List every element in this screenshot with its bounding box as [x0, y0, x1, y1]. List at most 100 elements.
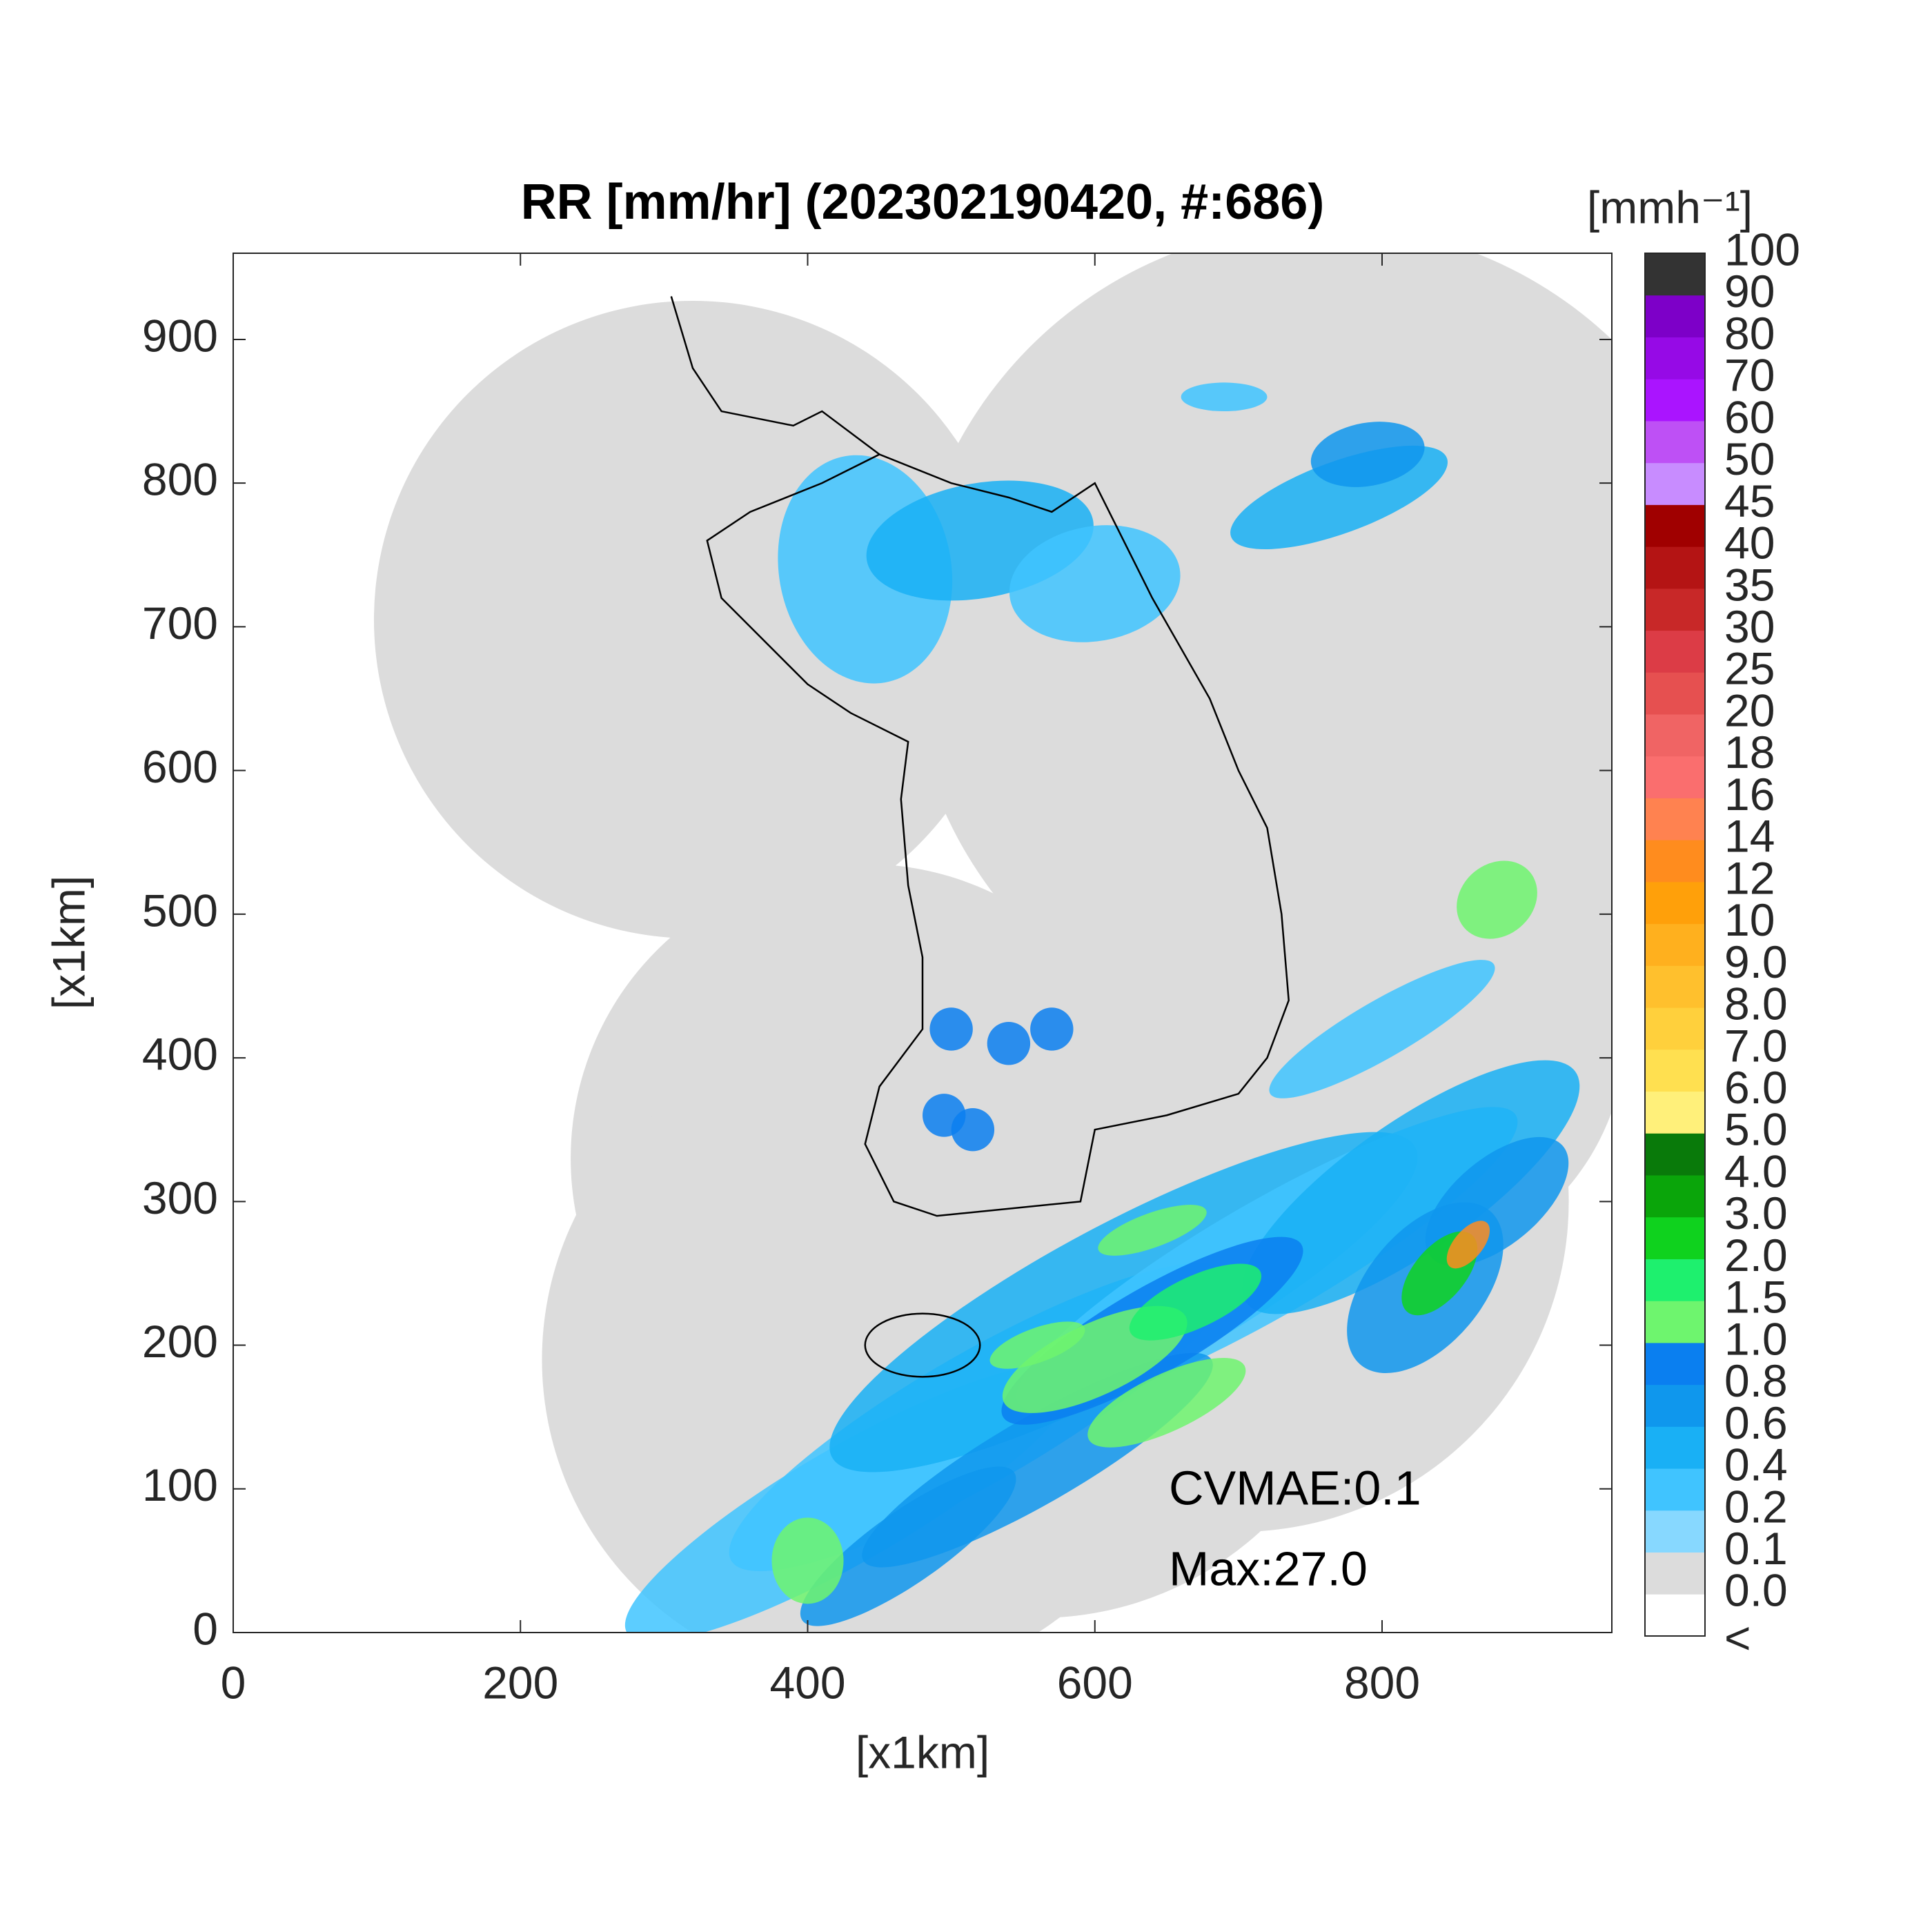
axes-box [233, 253, 1613, 1633]
colorbar-tick-label: 10 [1724, 894, 1775, 945]
y-tick-label: 600 [142, 741, 218, 792]
colorbar: <0.00.10.20.40.60.81.01.52.03.04.05.06.0… [1644, 224, 1800, 1663]
x-tick-label: 600 [1057, 1657, 1133, 1708]
x-tick-label: 800 [1344, 1657, 1420, 1708]
colorbar-tick-label: 0.4 [1724, 1439, 1788, 1490]
colorbar-tick-label: 1.0 [1724, 1313, 1788, 1364]
colorbar-swatch [1645, 1133, 1705, 1176]
colorbar-tick-label: 20 [1724, 684, 1775, 736]
colorbar-tick-label: 80 [1724, 308, 1775, 359]
colorbar-tick-label: 4.0 [1724, 1145, 1788, 1196]
radar-echo [1129, 1263, 1262, 1341]
colorbar-swatch [1645, 1594, 1705, 1637]
colorbar-tick-label: 1.5 [1724, 1272, 1788, 1323]
colorbar-swatch [1645, 462, 1705, 505]
colorbar-swatch [1645, 1301, 1705, 1343]
colorbar-tick-label: 90 [1724, 266, 1775, 317]
colorbar-tick-label: 3.0 [1724, 1187, 1788, 1239]
colorbar-swatch [1645, 881, 1705, 925]
colorbar-tick-label: 0.6 [1724, 1397, 1788, 1448]
radar-echo [1269, 960, 1495, 1098]
colorbar-tick-label: 8.0 [1724, 978, 1788, 1029]
colorbar-swatch [1645, 1007, 1705, 1050]
y-tick-label: 900 [142, 310, 218, 361]
y-tick-label: 200 [142, 1316, 218, 1367]
colorbar-tick-label: 100 [1724, 224, 1800, 275]
annotation: CVMAE:0.1 [1169, 1461, 1421, 1515]
colorbar-tick-label: 7.0 [1724, 1020, 1788, 1071]
y-axis-label: [x1km] [43, 876, 94, 1009]
colorbar-swatch [1645, 420, 1705, 464]
x-tick-label: 0 [221, 1657, 246, 1708]
colorbar-swatch [1645, 379, 1705, 422]
radar-echo [771, 1517, 844, 1604]
colorbar-tick-label: 30 [1724, 601, 1775, 652]
colorbar-tick-label: 12 [1724, 852, 1775, 903]
colorbar-swatch [1645, 588, 1705, 631]
colorbar-tick-label: 0.8 [1724, 1355, 1788, 1406]
radar-echo [989, 1321, 1085, 1369]
colorbar-swatch [1645, 1552, 1705, 1595]
colorbar-tick-label: 70 [1724, 350, 1775, 401]
y-tick-label: 400 [142, 1029, 218, 1080]
colorbar-swatch [1645, 337, 1705, 379]
chart-title: RR [mm/hr] (202302190420, #:686) [521, 175, 1325, 230]
colorbar-swatch [1645, 1259, 1705, 1301]
radar-echo [1457, 860, 1537, 939]
radar-echo [1030, 1007, 1074, 1051]
colorbar-tick-label: 18 [1724, 727, 1775, 778]
colorbar-swatch [1645, 840, 1705, 883]
radar-echo [1009, 525, 1181, 642]
colorbar-swatch [1645, 295, 1705, 337]
colorbar-swatch [1645, 1468, 1705, 1511]
colorbar-tick-label: 35 [1724, 559, 1775, 610]
radar-echo [1087, 1357, 1246, 1448]
colorbar-swatch [1645, 798, 1705, 840]
colorbar-tick-label: 9.0 [1724, 936, 1788, 987]
colorbar-swatch [1645, 1384, 1705, 1427]
colorbar-swatch [1645, 1510, 1705, 1553]
colorbar-under-label: < [1724, 1612, 1751, 1663]
radar-echo [1446, 1221, 1490, 1269]
y-tick-label: 100 [142, 1459, 218, 1510]
colorbar-tick-label: 50 [1724, 433, 1775, 484]
radar-echo [929, 1007, 973, 1051]
colorbar-swatch [1645, 1049, 1705, 1092]
colorbar-tick-label: 45 [1724, 475, 1775, 526]
colorbar-swatch [1645, 923, 1705, 966]
radar-echo [1241, 1060, 1580, 1314]
radar-echo [951, 1107, 995, 1152]
radar-echo [1098, 1205, 1207, 1256]
colorbar-frame [1644, 253, 1706, 1637]
colorbar-tick-label: 6.0 [1724, 1062, 1788, 1113]
colorbar-tick-label: 0.0 [1724, 1565, 1788, 1616]
colorbar-swatch [1645, 714, 1705, 757]
y-tick-label: 500 [142, 885, 218, 936]
colorbar-swatch [1645, 965, 1705, 1008]
colorbar-swatch [1645, 1342, 1705, 1386]
y-tick-label: 700 [142, 598, 218, 649]
colorbar-swatch [1645, 672, 1705, 715]
colorbar-tick-label: 25 [1724, 643, 1775, 694]
annotation: Max:27.0 [1169, 1541, 1368, 1595]
colorbar-tick-label: 0.1 [1724, 1523, 1788, 1574]
colorbar-swatch [1645, 756, 1705, 798]
island-outline [864, 1312, 981, 1378]
y-tick-label: 800 [142, 454, 218, 505]
colorbar-tick-label: 2.0 [1724, 1230, 1788, 1281]
colorbar-swatch [1645, 1091, 1705, 1134]
colorbar-swatch [1645, 546, 1705, 589]
colorbar-swatch [1645, 1426, 1705, 1469]
radar-echo [987, 1022, 1031, 1065]
y-tick-label: 300 [142, 1172, 218, 1223]
colorbar-swatch [1645, 1175, 1705, 1218]
colorbar-label: [mmh⁻¹] [1587, 181, 1753, 233]
radar-field [373, 253, 1612, 1633]
colorbar-swatch [1645, 630, 1705, 673]
colorbar-tick-label: 60 [1724, 391, 1775, 442]
colorbar-tick-label: 14 [1724, 811, 1775, 862]
radar-echo [800, 1466, 1016, 1626]
colorbar-swatch [1645, 1216, 1705, 1259]
colorbar-tick-label: 5.0 [1724, 1104, 1788, 1155]
